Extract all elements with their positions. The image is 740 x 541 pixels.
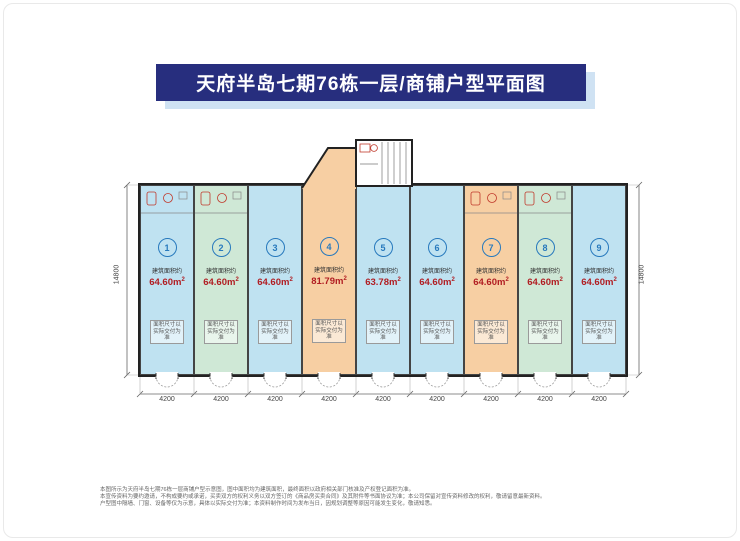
unit-cell: 9 建筑面积约 64.60m2 面积尺寸以 实际交付为准 — [572, 185, 626, 375]
area-value: 64.60m2 — [473, 277, 509, 289]
unit-number-badge: 1 — [157, 238, 177, 257]
dimension-label-right: 14800 — [638, 264, 646, 285]
unit-number-badge: 2 — [211, 238, 231, 257]
unit-cell: 7 建筑面积约 64.60m2 面积尺寸以 实际交付为准 — [464, 185, 518, 375]
disclaimer: 本图所示为天府半岛七期76栋一层商铺户型示意图，图中面积均为建筑面积，最终面积以… — [100, 487, 648, 508]
area-caption: 建筑面积约 — [313, 268, 344, 274]
unit-number-badge: 5 — [373, 238, 393, 257]
page-frame — [3, 3, 737, 538]
unit-cell: 5 建筑面积约 63.78m2 面积尺寸以 实际交付为准 — [356, 185, 410, 375]
area-value: 64.60m2 — [149, 277, 185, 289]
dimension-label: 4200 — [429, 396, 445, 403]
unit-cell: 1 建筑面积约 64.60m2 面积尺寸以 实际交付为准 — [140, 185, 194, 375]
disclaimer-line: 户型图中隔墙、门窗、设备等仅为示意，具体以实际交付为准；本资料制作时间为发布当日… — [100, 501, 436, 507]
unit-note: 面积尺寸以 实际交付为准 — [420, 320, 454, 344]
unit-number-badge: 4 — [319, 237, 339, 256]
area-caption: 建筑面积约 — [529, 269, 560, 275]
area-caption: 建筑面积约 — [583, 269, 614, 275]
unit-note: 面积尺寸以 实际交付为准 — [150, 320, 184, 344]
unit-cell: 8 建筑面积约 64.60m2 面积尺寸以 实际交付为准 — [518, 185, 572, 375]
area-caption: 建筑面积约 — [151, 269, 182, 275]
disclaimer-line: 本图所示为天府半岛七期76栋一层商铺户型示意图，图中面积均为建筑面积，最终面积以… — [100, 487, 415, 493]
area-value: 64.60m2 — [419, 277, 455, 289]
unit-number-badge: 8 — [535, 238, 555, 257]
area-value: 64.60m2 — [257, 277, 293, 289]
area-value: 81.79m2 — [311, 276, 347, 288]
dimension-label-left: 14800 — [113, 264, 121, 285]
unit-note: 面积尺寸以 实际交付为准 — [528, 320, 562, 344]
area-caption: 建筑面积约 — [259, 269, 290, 275]
area-caption: 建筑面积约 — [367, 269, 398, 275]
area-caption: 建筑面积约 — [475, 269, 506, 275]
unit-note: 面积尺寸以 实际交付为准 — [582, 320, 616, 344]
unit-note: 面积尺寸以 实际交付为准 — [204, 320, 238, 344]
area-value: 63.78m2 — [365, 277, 401, 289]
area-value: 64.60m2 — [581, 277, 617, 289]
dimension-label: 4200 — [537, 396, 553, 403]
unit-number-badge: 7 — [481, 238, 501, 257]
page-title: 天府半岛七期76栋一层/商铺户型平面图 — [196, 74, 546, 95]
dimension-label: 4200 — [591, 396, 607, 403]
area-caption: 建筑面积约 — [205, 269, 236, 275]
unit-cell: 4 建筑面积约 81.79m2 面积尺寸以 实际交付为准 — [302, 185, 356, 375]
dimension-label: 4200 — [213, 396, 229, 403]
dimension-label: 4200 — [321, 396, 337, 403]
title-banner: 天府半岛七期76栋一层/商铺户型平面图 — [156, 64, 586, 101]
disclaimer-line: 本宣传资料为要约邀请，不构成要约或承诺，买卖双方的权利义务以双方签订的《商品房买… — [100, 494, 546, 500]
unit-note: 面积尺寸以 实际交付为准 — [258, 320, 292, 344]
area-caption: 建筑面积约 — [421, 269, 452, 275]
unit-note: 面积尺寸以 实际交付为准 — [474, 320, 508, 344]
unit-cell: 6 建筑面积约 64.60m2 面积尺寸以 实际交付为准 — [410, 185, 464, 375]
unit-number-badge: 6 — [427, 238, 447, 257]
unit-note: 面积尺寸以 实际交付为准 — [312, 319, 346, 343]
unit-cell: 2 建筑面积约 64.60m2 面积尺寸以 实际交付为准 — [194, 185, 248, 375]
dimension-label: 4200 — [267, 396, 283, 403]
unit-number-badge: 9 — [589, 238, 609, 257]
dimension-label: 4200 — [375, 396, 391, 403]
unit-cell: 3 建筑面积约 64.60m2 面积尺寸以 实际交付为准 — [248, 185, 302, 375]
unit-note: 面积尺寸以 实际交付为准 — [366, 320, 400, 344]
area-value: 64.60m2 — [203, 277, 239, 289]
dimension-label: 4200 — [159, 396, 175, 403]
area-value: 64.60m2 — [527, 277, 563, 289]
dimension-label: 4200 — [483, 396, 499, 403]
unit-number-badge: 3 — [265, 238, 285, 257]
